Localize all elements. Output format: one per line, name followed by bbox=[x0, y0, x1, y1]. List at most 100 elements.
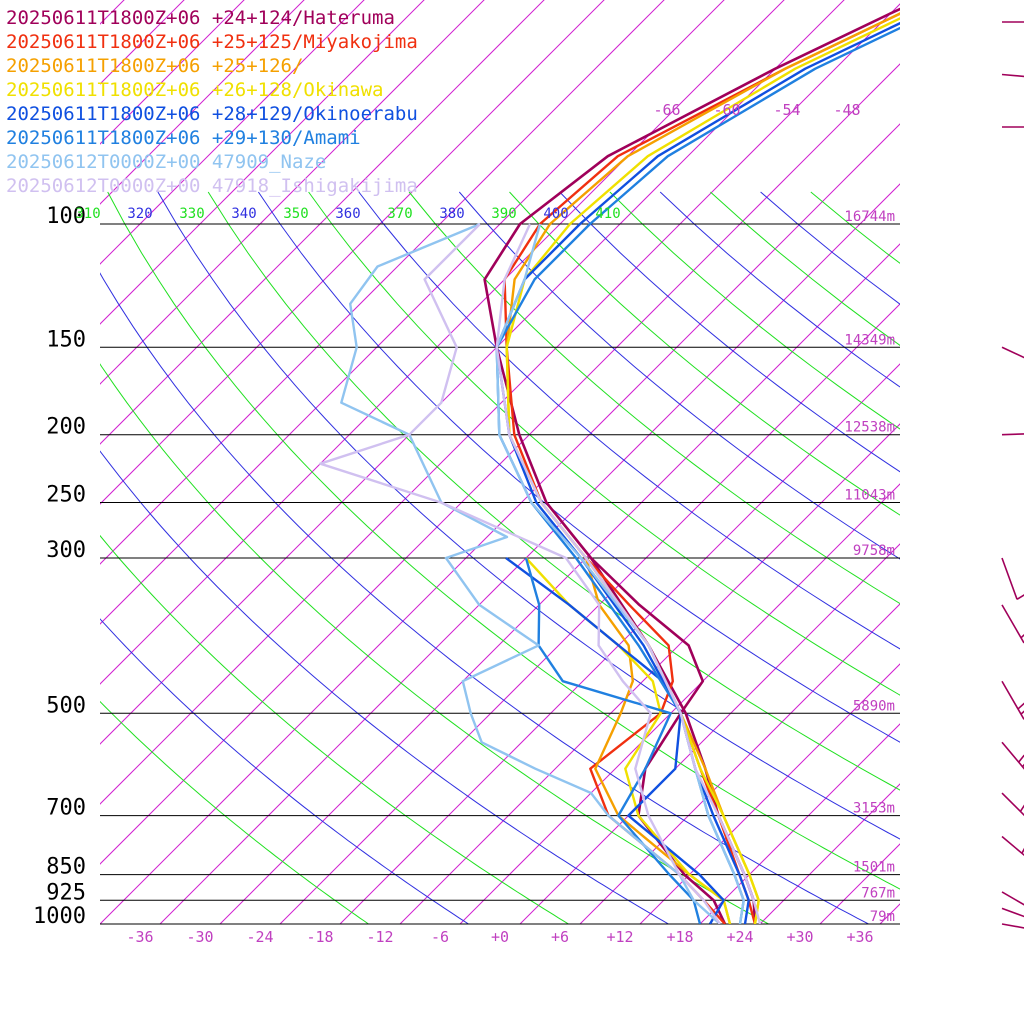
dry-adiabat-line bbox=[308, 191, 900, 696]
temperature-profile bbox=[495, 223, 762, 924]
temperature-tick-label: -30 bbox=[186, 928, 213, 946]
barb-staff bbox=[1001, 907, 1024, 918]
height-label: 9758m bbox=[853, 543, 895, 559]
theta-label: 350 bbox=[283, 206, 308, 222]
height-label: 79m bbox=[870, 909, 895, 925]
wind-barb bbox=[1001, 792, 1024, 817]
theta-label: 330 bbox=[179, 206, 204, 222]
pressure-label: 1000 bbox=[33, 904, 86, 929]
wind-barb bbox=[1001, 73, 1024, 78]
legend-entry: 20250611T1800Z+06 +25+126/ bbox=[6, 55, 303, 77]
dry-adiabat-line bbox=[659, 191, 900, 388]
barb-staff bbox=[1001, 792, 1024, 817]
pressure-label: 500 bbox=[46, 693, 86, 718]
barb-staff bbox=[1001, 835, 1024, 857]
height-label: 14349m bbox=[844, 332, 895, 348]
temperature-tick-label: +12 bbox=[606, 928, 633, 946]
temperature-tick-label: -12 bbox=[366, 928, 393, 946]
temperature-tick-label: +6 bbox=[551, 928, 569, 946]
dewpoint-profile bbox=[505, 557, 725, 924]
pressure-label: 700 bbox=[46, 796, 86, 821]
isobars bbox=[100, 223, 900, 925]
dry-adiabat-line bbox=[458, 191, 900, 560]
temperature-tick-label: +30 bbox=[786, 928, 813, 946]
height-label: 16744m bbox=[844, 209, 895, 225]
height-label: 11043m bbox=[844, 488, 895, 504]
barb-flag bbox=[1020, 710, 1024, 715]
temperature-tick-label: +24 bbox=[726, 928, 753, 946]
temperature-tick-label: +36 bbox=[846, 928, 873, 946]
barb-staff bbox=[1001, 891, 1024, 906]
dewpoint-profile bbox=[340, 222, 721, 924]
isotherm-line bbox=[100, 0, 425, 325]
axis-labels: 100 16744m 150 14349m 200 12538m 250 11043m 300 9… bbox=[33, 101, 895, 946]
isotherm-line bbox=[579, 603, 900, 924]
legend-entry: 20250611T1800Z+06 +29+130/Amami bbox=[6, 127, 361, 149]
isotherm-line bbox=[100, 0, 365, 265]
isotherm-line bbox=[940, 0, 1024, 924]
dry-adiabat-line bbox=[710, 191, 900, 346]
theta-label: 400 bbox=[543, 206, 568, 222]
isotherm-line bbox=[879, 903, 900, 924]
barb-flag bbox=[1016, 594, 1024, 601]
height-label: 3153m bbox=[853, 801, 895, 817]
theta-label: 390 bbox=[491, 206, 516, 222]
temperature-tick-label: +0 bbox=[491, 928, 509, 946]
wind-barb bbox=[1001, 680, 1024, 720]
dry-adiabat-line bbox=[609, 191, 900, 430]
pressure-label: 150 bbox=[46, 327, 86, 352]
isotherm-line bbox=[100, 0, 305, 205]
upper-temperature-label: -48 bbox=[833, 101, 860, 119]
isotherm-line bbox=[1000, 0, 1024, 924]
barb-staff bbox=[1001, 73, 1024, 78]
barb-staff bbox=[1001, 741, 1024, 770]
upper-temperature-label: -54 bbox=[773, 101, 800, 119]
isotherm-line bbox=[699, 723, 900, 924]
wind-barb bbox=[1001, 835, 1024, 857]
temperature-tick-label: -36 bbox=[126, 928, 153, 946]
theta-label: 380 bbox=[439, 206, 464, 222]
temperature-profile bbox=[495, 21, 900, 924]
pressure-label: 850 bbox=[46, 855, 86, 880]
theta-label: 410 bbox=[595, 206, 620, 222]
legend-entry: 20250611T1800Z+06 +26+128/Okinawa bbox=[6, 79, 384, 101]
dry-adiabat-line bbox=[100, 534, 570, 924]
pressure-label: 925 bbox=[46, 880, 86, 905]
wind-barb bbox=[1001, 604, 1024, 644]
sounding-profiles bbox=[319, 7, 900, 924]
legend-entry: 20250612T0000Z+00 47909_Naze bbox=[6, 151, 326, 173]
wind-barb bbox=[1001, 346, 1024, 359]
isotherm-line bbox=[639, 663, 900, 924]
temperature-tick-label: -6 bbox=[431, 928, 449, 946]
temperature-tick-label: +18 bbox=[666, 928, 693, 946]
barb-flag bbox=[1020, 634, 1024, 639]
barb-staff bbox=[1001, 557, 1018, 600]
legend-entry: 20250611T1800Z+06 +24+124/Hateruma bbox=[6, 7, 395, 29]
dry-adiabat-line bbox=[760, 191, 900, 305]
wind-barb bbox=[1001, 907, 1024, 918]
barb-flag bbox=[1018, 754, 1024, 763]
wind-barbs bbox=[1001, 21, 1024, 929]
temperature-tick-label: -18 bbox=[306, 928, 333, 946]
isotherm-line bbox=[819, 843, 900, 924]
upper-temperature-label: -66 bbox=[653, 101, 680, 119]
isotherm-line bbox=[459, 483, 900, 924]
barb-flag bbox=[1021, 847, 1024, 854]
temperature-profile bbox=[483, 7, 900, 924]
dry-adiabat-line bbox=[100, 618, 470, 924]
theta-label: 360 bbox=[335, 206, 360, 222]
dry-adiabat-line bbox=[100, 700, 370, 924]
wind-barb bbox=[1001, 891, 1024, 906]
pressure-label: 100 bbox=[46, 204, 86, 229]
legend-entry: 20250612T0000Z+00 47918_Ishigakijima bbox=[6, 175, 418, 197]
dewpoint-profile bbox=[590, 557, 727, 924]
pressure-label: 200 bbox=[46, 415, 86, 440]
barb-staff bbox=[1001, 604, 1024, 644]
barb-flag bbox=[1017, 702, 1024, 710]
dewpoint-profile bbox=[524, 557, 702, 924]
height-label: 1501m bbox=[853, 860, 895, 876]
height-label: 12538m bbox=[844, 420, 895, 436]
dewpoint-profile bbox=[319, 223, 721, 924]
temperature-tick-label: -24 bbox=[246, 928, 273, 946]
